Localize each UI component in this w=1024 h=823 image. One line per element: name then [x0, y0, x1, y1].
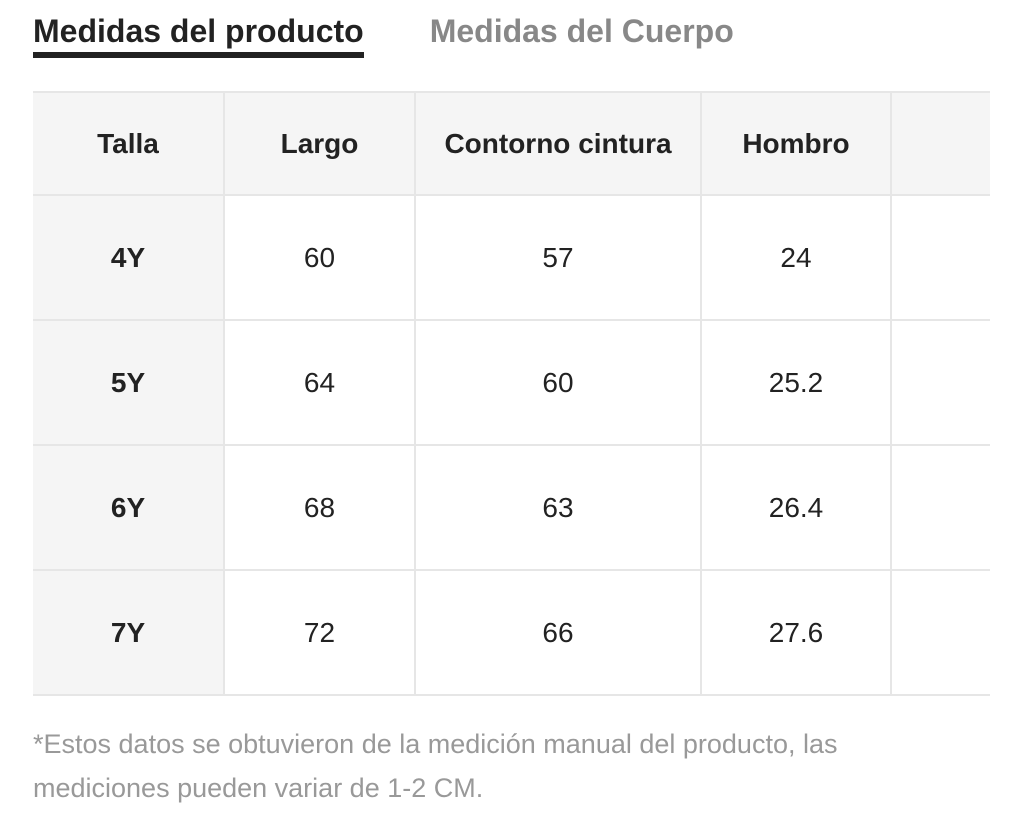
- cell: 27.6: [700, 569, 892, 696]
- cell: 66: [414, 569, 702, 696]
- size-cell: 4Y: [33, 194, 225, 321]
- cell: 63: [890, 319, 990, 446]
- cell: 69: [890, 569, 990, 696]
- size-cell: 6Y: [33, 444, 225, 571]
- cell: 57: [414, 194, 702, 321]
- header-cell: Hombro: [700, 91, 892, 196]
- cell: 60: [890, 194, 990, 321]
- tab[interactable]: Medidas del Cuerpo: [429, 13, 734, 49]
- cell: 63: [414, 444, 702, 571]
- cell: 64: [223, 319, 416, 446]
- cell: 60: [414, 319, 702, 446]
- cell: 24: [700, 194, 892, 321]
- cell: 68: [223, 444, 416, 571]
- cell: 26.4: [700, 444, 892, 571]
- size-cell: 5Y: [33, 319, 225, 446]
- header-cell: Pecho: [890, 91, 990, 196]
- size-cell: 7Y: [33, 569, 225, 696]
- row: 4Y60572460: [33, 194, 990, 321]
- cell: 25.2: [700, 319, 892, 446]
- footnote: *Estos datos se obtuvieron de la medició…: [33, 729, 838, 803]
- tab[interactable]: Medidas del producto: [33, 10, 364, 58]
- header-cell: Largo: [223, 91, 416, 196]
- cell: 66: [890, 444, 990, 571]
- header-cell: Talla: [33, 91, 225, 196]
- tabs: Medidas del producto Medidas del Cuerpo: [33, 10, 734, 58]
- header-cell: Contorno cintura: [414, 91, 702, 196]
- cell: 72: [223, 569, 416, 696]
- cell: 60: [223, 194, 416, 321]
